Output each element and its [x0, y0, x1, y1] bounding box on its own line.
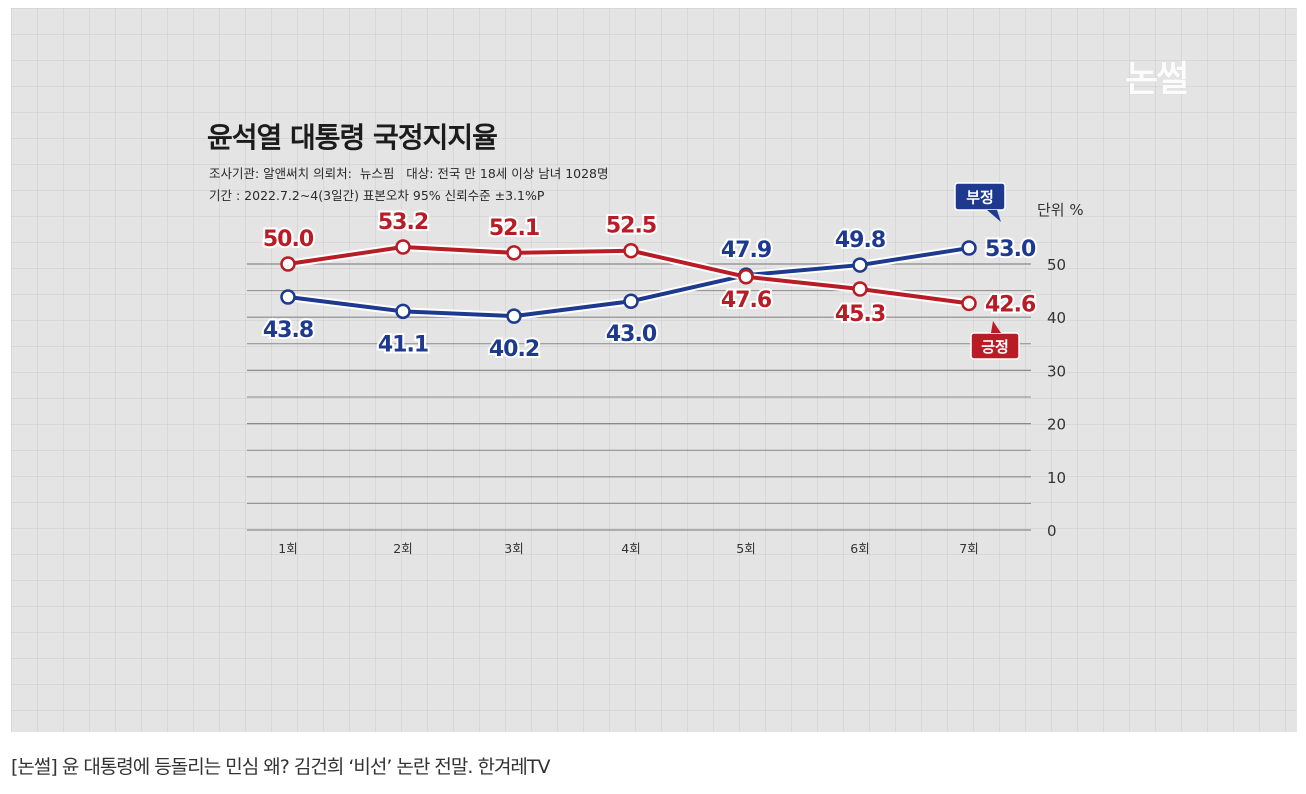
- data-label: 42.6: [985, 292, 1036, 317]
- data-point: [623, 242, 639, 259]
- video-frame: 논썰 윤석열 대통령 국정지지율 조사기관: 알앤써치 의뢰처: 뉴스핌 대상:…: [11, 8, 1297, 732]
- data-point: [280, 256, 296, 272]
- legend-box: [954, 182, 1006, 211]
- y-tick-label: 10: [1047, 469, 1066, 487]
- data-point: [738, 269, 754, 285]
- data-point: [961, 240, 977, 256]
- data-label: 40.2: [489, 337, 539, 362]
- data-point: [395, 239, 411, 255]
- data-point: [506, 308, 522, 324]
- x-tick-label: 1회: [278, 541, 297, 556]
- data-point: [852, 281, 868, 297]
- data-point: [280, 289, 296, 305]
- y-tick-label: 30: [1047, 362, 1066, 380]
- data-label: 43.8: [263, 318, 313, 343]
- data-label: 43.0: [606, 322, 657, 347]
- y-tick-label: 40: [1047, 309, 1066, 327]
- legend-positive: 긍정: [970, 321, 1020, 360]
- data-label: 53.2: [378, 210, 428, 235]
- unit-label: 단위 %: [1037, 201, 1084, 219]
- legend-label: 부정: [966, 189, 994, 207]
- y-tick-label: 20: [1047, 416, 1066, 434]
- survey-period: 기간 : 2022.7.2~4(3일간) 표본오차 95% 신뢰수준 ±3.1%…: [209, 188, 545, 203]
- data-point: [506, 245, 522, 261]
- x-tick-label: 4회: [621, 541, 640, 556]
- data-point: [961, 295, 977, 312]
- data-label: 45.3: [835, 302, 885, 327]
- legend-pointer: [991, 321, 1001, 333]
- legend-negative: 부정: [954, 182, 1006, 222]
- x-tick-label: 2회: [393, 541, 412, 556]
- video-caption[interactable]: [논썰] 윤 대통령에 등돌리는 민심 왜? 김건희 ‘비선’ 논란 전말. 한…: [11, 756, 551, 778]
- data-label: 53.0: [985, 237, 1036, 262]
- x-tick-label: 5회: [736, 541, 755, 556]
- program-logo: 논썰: [1125, 59, 1189, 100]
- x-tick-label: 7회: [959, 541, 978, 556]
- data-label: 52.1: [489, 216, 539, 241]
- data-label: 41.1: [378, 332, 428, 357]
- y-tick-label: 50: [1047, 256, 1066, 274]
- survey-info: 조사기관: 알앤써치 의뢰처: 뉴스핌 대상: 전국 만 18세 이상 남녀 1…: [209, 166, 609, 181]
- data-point: [395, 303, 411, 320]
- data-label: 49.8: [835, 228, 885, 253]
- data-label: 52.5: [606, 214, 656, 239]
- legend-label: 긍정: [981, 338, 1009, 356]
- data-label: 47.9: [721, 238, 771, 263]
- data-point: [852, 257, 868, 273]
- data-label: 50.0: [263, 227, 314, 252]
- line-chart: 0 10 20 30 40 50 단위 % 1회 2회 3회 4회 5회 6회 7회 50.0 53.2 52.…: [247, 182, 1084, 556]
- x-tick-label: 6회: [850, 541, 869, 556]
- y-tick-label: 0: [1047, 522, 1057, 540]
- data-label: 47.6: [721, 288, 772, 313]
- legend-pointer: [987, 210, 1001, 222]
- data-point: [623, 293, 639, 309]
- x-tick-label: 3회: [504, 541, 523, 556]
- chart-title: 윤석열 대통령 국정지지율: [207, 121, 498, 154]
